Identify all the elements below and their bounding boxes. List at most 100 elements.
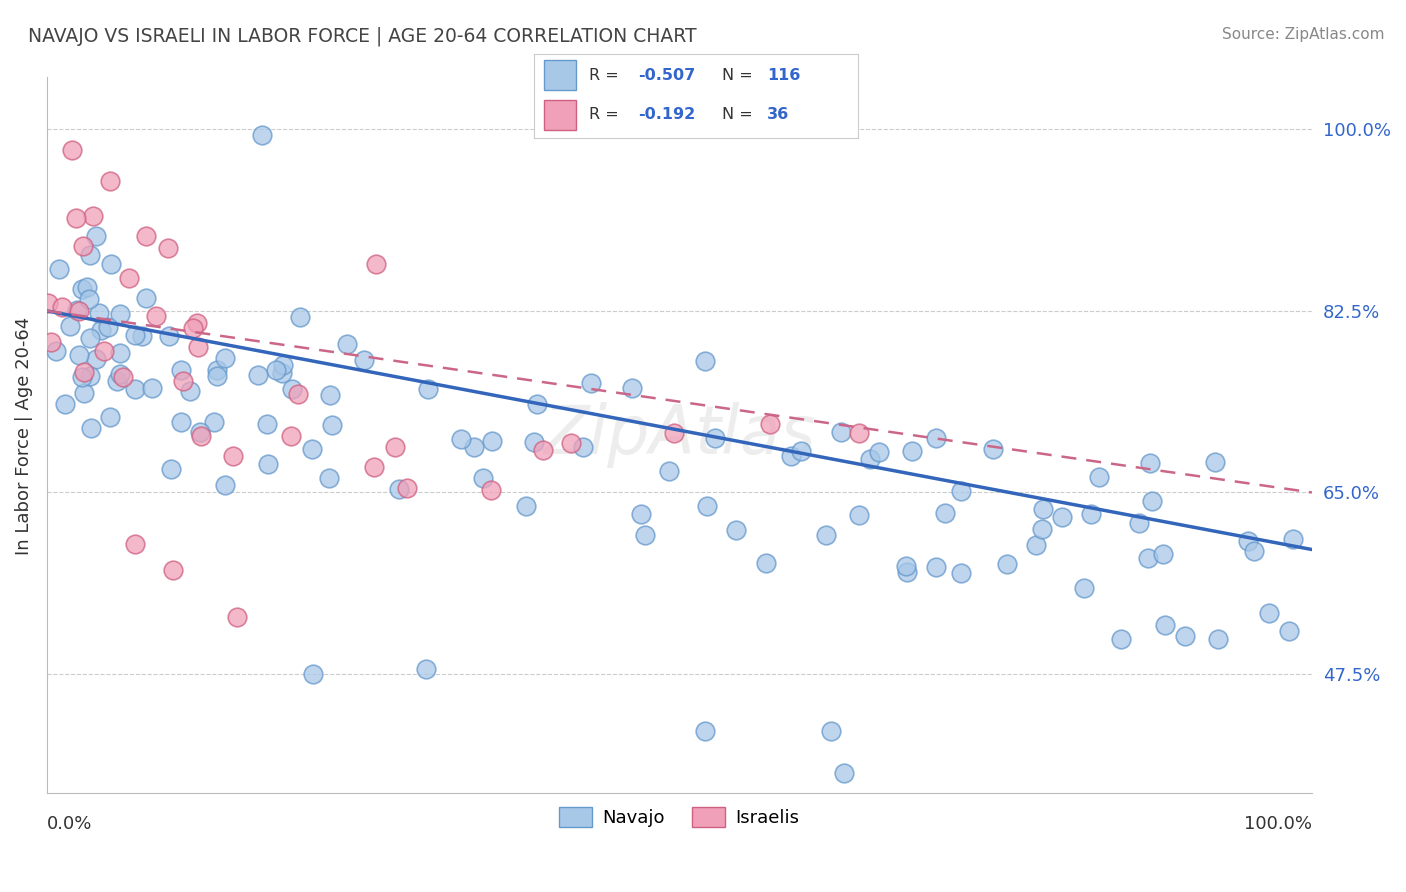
Point <box>98 174 121 188</box>
Point <box>256 458 278 472</box>
Point <box>336 337 359 351</box>
Point <box>1032 502 1054 516</box>
Point <box>141 381 163 395</box>
Point <box>202 415 225 429</box>
Point <box>1073 581 1095 595</box>
Point <box>780 449 803 463</box>
Point <box>124 537 146 551</box>
Point <box>67 347 90 361</box>
Point <box>814 528 837 542</box>
Point <box>896 565 918 579</box>
Point <box>523 435 546 450</box>
Point <box>1152 547 1174 561</box>
Point <box>363 460 385 475</box>
Point <box>214 351 236 365</box>
Point <box>67 303 90 318</box>
Point <box>287 386 309 401</box>
Point <box>981 442 1004 457</box>
Point <box>93 343 115 358</box>
Point <box>463 440 485 454</box>
Point <box>1204 455 1226 469</box>
Point <box>188 425 211 439</box>
Point <box>37 296 59 310</box>
Point <box>1206 632 1229 646</box>
Point <box>181 321 204 335</box>
Point <box>634 528 657 542</box>
Point <box>170 363 193 377</box>
Point <box>479 483 502 497</box>
Text: N =: N = <box>721 68 758 83</box>
Point <box>848 426 870 441</box>
Point <box>704 431 727 445</box>
Text: 100.0%: 100.0% <box>1244 814 1312 833</box>
Text: R =: R = <box>589 68 624 83</box>
Point <box>859 451 882 466</box>
Text: 36: 36 <box>768 107 789 122</box>
Point <box>832 765 855 780</box>
Point <box>1080 507 1102 521</box>
Point <box>145 310 167 324</box>
Point <box>105 374 128 388</box>
Point <box>1278 624 1301 638</box>
Point <box>97 320 120 334</box>
Point <box>901 443 924 458</box>
Point <box>65 302 87 317</box>
Point <box>187 340 209 354</box>
Point <box>925 432 948 446</box>
Text: NAVAJO VS ISRAELI IN LABOR FORCE | AGE 20-64 CORRELATION CHART: NAVAJO VS ISRAELI IN LABOR FORCE | AGE 2… <box>28 27 697 46</box>
Point <box>90 323 112 337</box>
Point <box>100 257 122 271</box>
Point <box>157 241 180 255</box>
Point <box>45 343 67 358</box>
Point <box>72 365 94 379</box>
Point <box>205 363 228 377</box>
Point <box>271 358 294 372</box>
Point <box>384 440 406 454</box>
Point <box>72 386 94 401</box>
Point <box>301 442 323 457</box>
Point <box>281 382 304 396</box>
Point <box>934 506 956 520</box>
Point <box>759 417 782 431</box>
Text: -0.507: -0.507 <box>638 68 695 83</box>
Point <box>59 319 82 334</box>
Point <box>79 368 101 383</box>
Point <box>124 327 146 342</box>
Point <box>162 563 184 577</box>
Point <box>664 425 686 440</box>
Point <box>579 376 602 390</box>
Point <box>169 415 191 429</box>
Point <box>77 292 100 306</box>
Point <box>1140 494 1163 508</box>
Point <box>172 374 194 388</box>
Point <box>179 384 201 399</box>
Point <box>135 292 157 306</box>
Point <box>1282 533 1305 547</box>
Point <box>124 382 146 396</box>
Point <box>280 429 302 443</box>
Point <box>112 369 135 384</box>
Point <box>39 334 62 349</box>
Point <box>658 464 681 478</box>
Point <box>84 352 107 367</box>
Point <box>321 417 343 432</box>
Point <box>214 477 236 491</box>
Point <box>319 388 342 402</box>
Point <box>135 229 157 244</box>
Point <box>868 444 890 458</box>
Point <box>1031 522 1053 536</box>
Text: R =: R = <box>589 107 624 122</box>
Point <box>725 523 748 537</box>
Point <box>108 367 131 381</box>
Point <box>1154 618 1177 632</box>
Point <box>531 442 554 457</box>
Point <box>264 363 287 377</box>
Text: N =: N = <box>721 107 758 122</box>
Point <box>416 383 439 397</box>
Point <box>526 396 548 410</box>
Point <box>695 353 717 368</box>
Point <box>364 257 387 271</box>
Point <box>395 482 418 496</box>
Text: -0.192: -0.192 <box>638 107 695 122</box>
Point <box>450 432 472 446</box>
